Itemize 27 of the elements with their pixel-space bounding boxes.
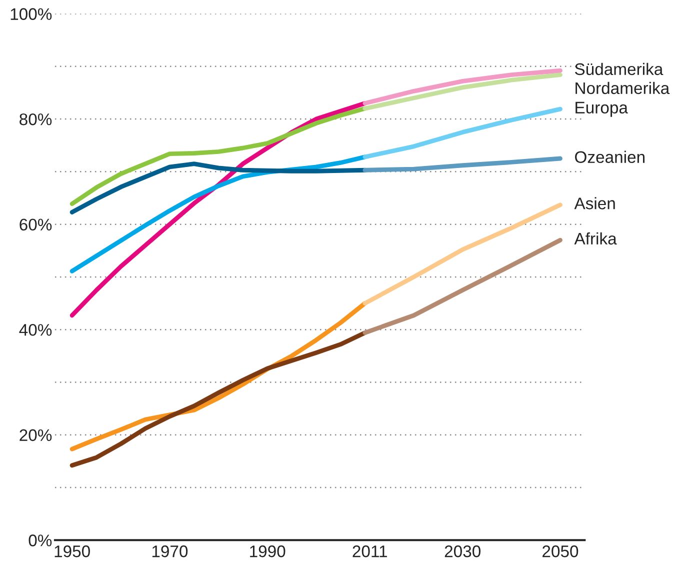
line-series [362, 72, 562, 111]
x-tick-label: 2011 [352, 545, 387, 558]
line-series [362, 202, 562, 306]
x-tick-label: 2050 [542, 545, 578, 558]
series-label: Nordamerika [576, 82, 670, 94]
y-tick-label: 40% [19, 324, 52, 336]
line-series [70, 162, 368, 214]
x-tick-label: 1990 [250, 545, 286, 558]
line-series [362, 238, 562, 335]
y-tick-label: 60% [20, 218, 52, 231]
line-series [362, 106, 562, 160]
line-series [362, 156, 562, 172]
series-label: Afrika [574, 232, 617, 245]
line-series [70, 106, 368, 206]
x-tick-label: 2030 [444, 545, 480, 558]
line-series [70, 330, 368, 468]
line-series [362, 68, 562, 106]
series-label: Europa [576, 102, 628, 117]
y-tick-label: 0% [28, 534, 52, 546]
x-tick-label: 1970 [152, 545, 188, 558]
y-tick-label: 80% [20, 113, 52, 126]
series-label: Ozeanien [575, 150, 644, 163]
series-label: Asien [574, 197, 615, 210]
series-label: Südamerika [574, 62, 664, 76]
x-tick-label: 1950 [54, 545, 90, 558]
y-tick-label: 20% [20, 429, 52, 442]
y-tick-label: 100% [10, 8, 52, 20]
